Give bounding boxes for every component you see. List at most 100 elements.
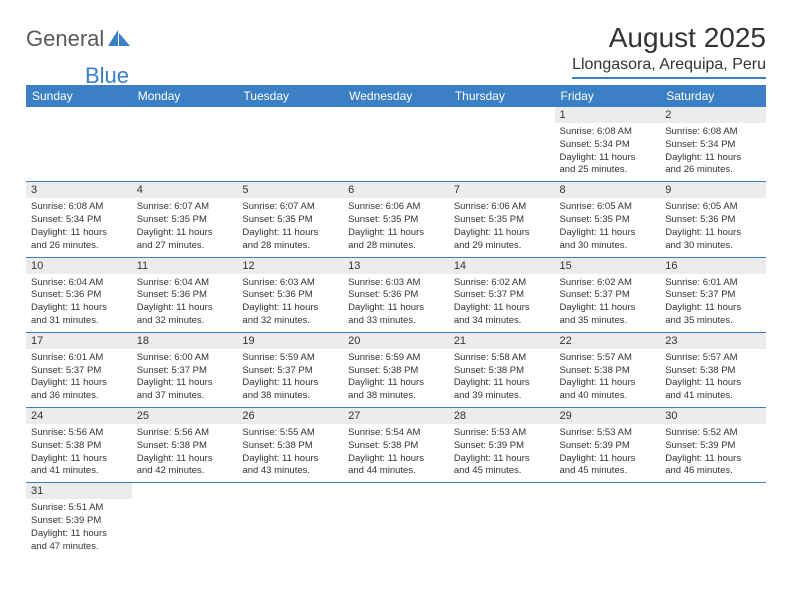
month-title: August 2025 (572, 22, 766, 54)
day-line: Daylight: 11 hours (348, 377, 444, 390)
day-cell (449, 107, 555, 182)
col-sat: Saturday (660, 85, 766, 107)
day-line: Daylight: 11 hours (454, 453, 550, 466)
day-number (343, 483, 449, 499)
day-body: Sunrise: 6:03 AMSunset: 5:36 PMDaylight:… (343, 274, 449, 332)
day-line: Sunset: 5:37 PM (137, 365, 233, 378)
day-cell (26, 107, 132, 182)
day-body: Sunrise: 6:08 AMSunset: 5:34 PMDaylight:… (26, 198, 132, 256)
day-line: Daylight: 11 hours (31, 528, 127, 541)
day-line: Sunrise: 6:03 AM (242, 277, 338, 290)
day-number: 15 (555, 258, 661, 274)
day-number (237, 107, 343, 123)
day-cell (237, 107, 343, 182)
day-cell: 30Sunrise: 5:52 AMSunset: 5:39 PMDayligh… (660, 408, 766, 483)
day-number: 13 (343, 258, 449, 274)
col-wed: Wednesday (343, 85, 449, 107)
day-number (26, 107, 132, 123)
day-number: 30 (660, 408, 766, 424)
day-line: Sunset: 5:38 PM (137, 440, 233, 453)
week-row: 10Sunrise: 6:04 AMSunset: 5:36 PMDayligh… (26, 257, 766, 332)
day-cell: 23Sunrise: 5:57 AMSunset: 5:38 PMDayligh… (660, 332, 766, 407)
day-body: Sunrise: 6:02 AMSunset: 5:37 PMDaylight:… (449, 274, 555, 332)
day-line: Sunrise: 6:05 AM (560, 201, 656, 214)
day-cell: 22Sunrise: 5:57 AMSunset: 5:38 PMDayligh… (555, 332, 661, 407)
day-line: and 28 minutes. (348, 240, 444, 253)
day-number: 9 (660, 182, 766, 198)
day-line: and 38 minutes. (242, 390, 338, 403)
calendar-table: Sunday Monday Tuesday Wednesday Thursday… (26, 85, 766, 558)
day-line: Daylight: 11 hours (665, 453, 761, 466)
day-number: 10 (26, 258, 132, 274)
day-line: Sunrise: 5:52 AM (665, 427, 761, 440)
day-body: Sunrise: 5:59 AMSunset: 5:37 PMDaylight:… (237, 349, 343, 407)
day-line: Daylight: 11 hours (137, 302, 233, 315)
day-number: 11 (132, 258, 238, 274)
day-number: 5 (237, 182, 343, 198)
day-cell: 28Sunrise: 5:53 AMSunset: 5:39 PMDayligh… (449, 408, 555, 483)
day-body: Sunrise: 5:56 AMSunset: 5:38 PMDaylight:… (132, 424, 238, 482)
day-number: 28 (449, 408, 555, 424)
day-line: Sunset: 5:37 PM (560, 289, 656, 302)
col-fri: Friday (555, 85, 661, 107)
day-line: and 26 minutes. (665, 164, 761, 177)
day-line: Sunset: 5:34 PM (560, 139, 656, 152)
day-number (660, 483, 766, 499)
day-line: Sunrise: 6:08 AM (560, 126, 656, 139)
day-line: Daylight: 11 hours (242, 377, 338, 390)
day-number: 20 (343, 333, 449, 349)
day-cell: 5Sunrise: 6:07 AMSunset: 5:35 PMDaylight… (237, 182, 343, 257)
day-line: Sunset: 5:35 PM (242, 214, 338, 227)
day-line: Sunset: 5:37 PM (242, 365, 338, 378)
day-body: Sunrise: 6:07 AMSunset: 5:35 PMDaylight:… (132, 198, 238, 256)
day-line: and 26 minutes. (31, 240, 127, 253)
col-mon: Monday (132, 85, 238, 107)
day-number: 3 (26, 182, 132, 198)
weekday-row: Sunday Monday Tuesday Wednesday Thursday… (26, 85, 766, 107)
day-cell: 19Sunrise: 5:59 AMSunset: 5:37 PMDayligh… (237, 332, 343, 407)
day-line: Sunset: 5:38 PM (242, 440, 338, 453)
day-line: and 32 minutes. (137, 315, 233, 328)
day-line: Sunrise: 5:57 AM (665, 352, 761, 365)
week-row: 24Sunrise: 5:56 AMSunset: 5:38 PMDayligh… (26, 408, 766, 483)
day-number: 6 (343, 182, 449, 198)
day-cell (449, 483, 555, 558)
day-number: 24 (26, 408, 132, 424)
day-line: and 29 minutes. (454, 240, 550, 253)
day-cell (132, 483, 238, 558)
day-line: Daylight: 11 hours (31, 377, 127, 390)
day-cell: 4Sunrise: 6:07 AMSunset: 5:35 PMDaylight… (132, 182, 238, 257)
day-number: 27 (343, 408, 449, 424)
day-body: Sunrise: 6:00 AMSunset: 5:37 PMDaylight:… (132, 349, 238, 407)
day-line: Daylight: 11 hours (137, 227, 233, 240)
day-line: Sunrise: 6:04 AM (31, 277, 127, 290)
day-line: Sunrise: 5:56 AM (137, 427, 233, 440)
day-line: Sunrise: 5:53 AM (560, 427, 656, 440)
day-line: Daylight: 11 hours (560, 377, 656, 390)
col-tue: Tuesday (237, 85, 343, 107)
day-line: Sunset: 5:35 PM (137, 214, 233, 227)
day-cell: 10Sunrise: 6:04 AMSunset: 5:36 PMDayligh… (26, 257, 132, 332)
day-cell: 25Sunrise: 5:56 AMSunset: 5:38 PMDayligh… (132, 408, 238, 483)
day-body (343, 499, 449, 506)
day-line: and 33 minutes. (348, 315, 444, 328)
day-line: Sunrise: 5:54 AM (348, 427, 444, 440)
day-line: and 39 minutes. (454, 390, 550, 403)
day-number (132, 107, 238, 123)
day-body: Sunrise: 6:06 AMSunset: 5:35 PMDaylight:… (449, 198, 555, 256)
day-line: Daylight: 11 hours (560, 152, 656, 165)
day-line: and 46 minutes. (665, 465, 761, 478)
day-line: Sunset: 5:36 PM (242, 289, 338, 302)
day-body (132, 123, 238, 130)
day-line: Daylight: 11 hours (31, 453, 127, 466)
day-body: Sunrise: 5:54 AMSunset: 5:38 PMDaylight:… (343, 424, 449, 482)
day-line: Daylight: 11 hours (242, 227, 338, 240)
day-line: Sunrise: 6:00 AM (137, 352, 233, 365)
day-line: Sunset: 5:36 PM (137, 289, 233, 302)
calendar-page: General August 2025 Llongasora, Arequipa… (0, 0, 792, 580)
day-line: Sunset: 5:39 PM (31, 515, 127, 528)
day-number: 8 (555, 182, 661, 198)
sail-icon (106, 28, 132, 53)
day-line: Sunrise: 5:59 AM (348, 352, 444, 365)
day-number: 19 (237, 333, 343, 349)
